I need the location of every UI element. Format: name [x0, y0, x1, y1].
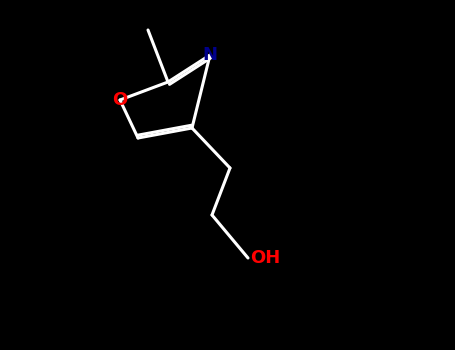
Text: OH: OH	[250, 249, 280, 267]
Text: O: O	[112, 91, 127, 109]
Text: N: N	[202, 46, 217, 64]
